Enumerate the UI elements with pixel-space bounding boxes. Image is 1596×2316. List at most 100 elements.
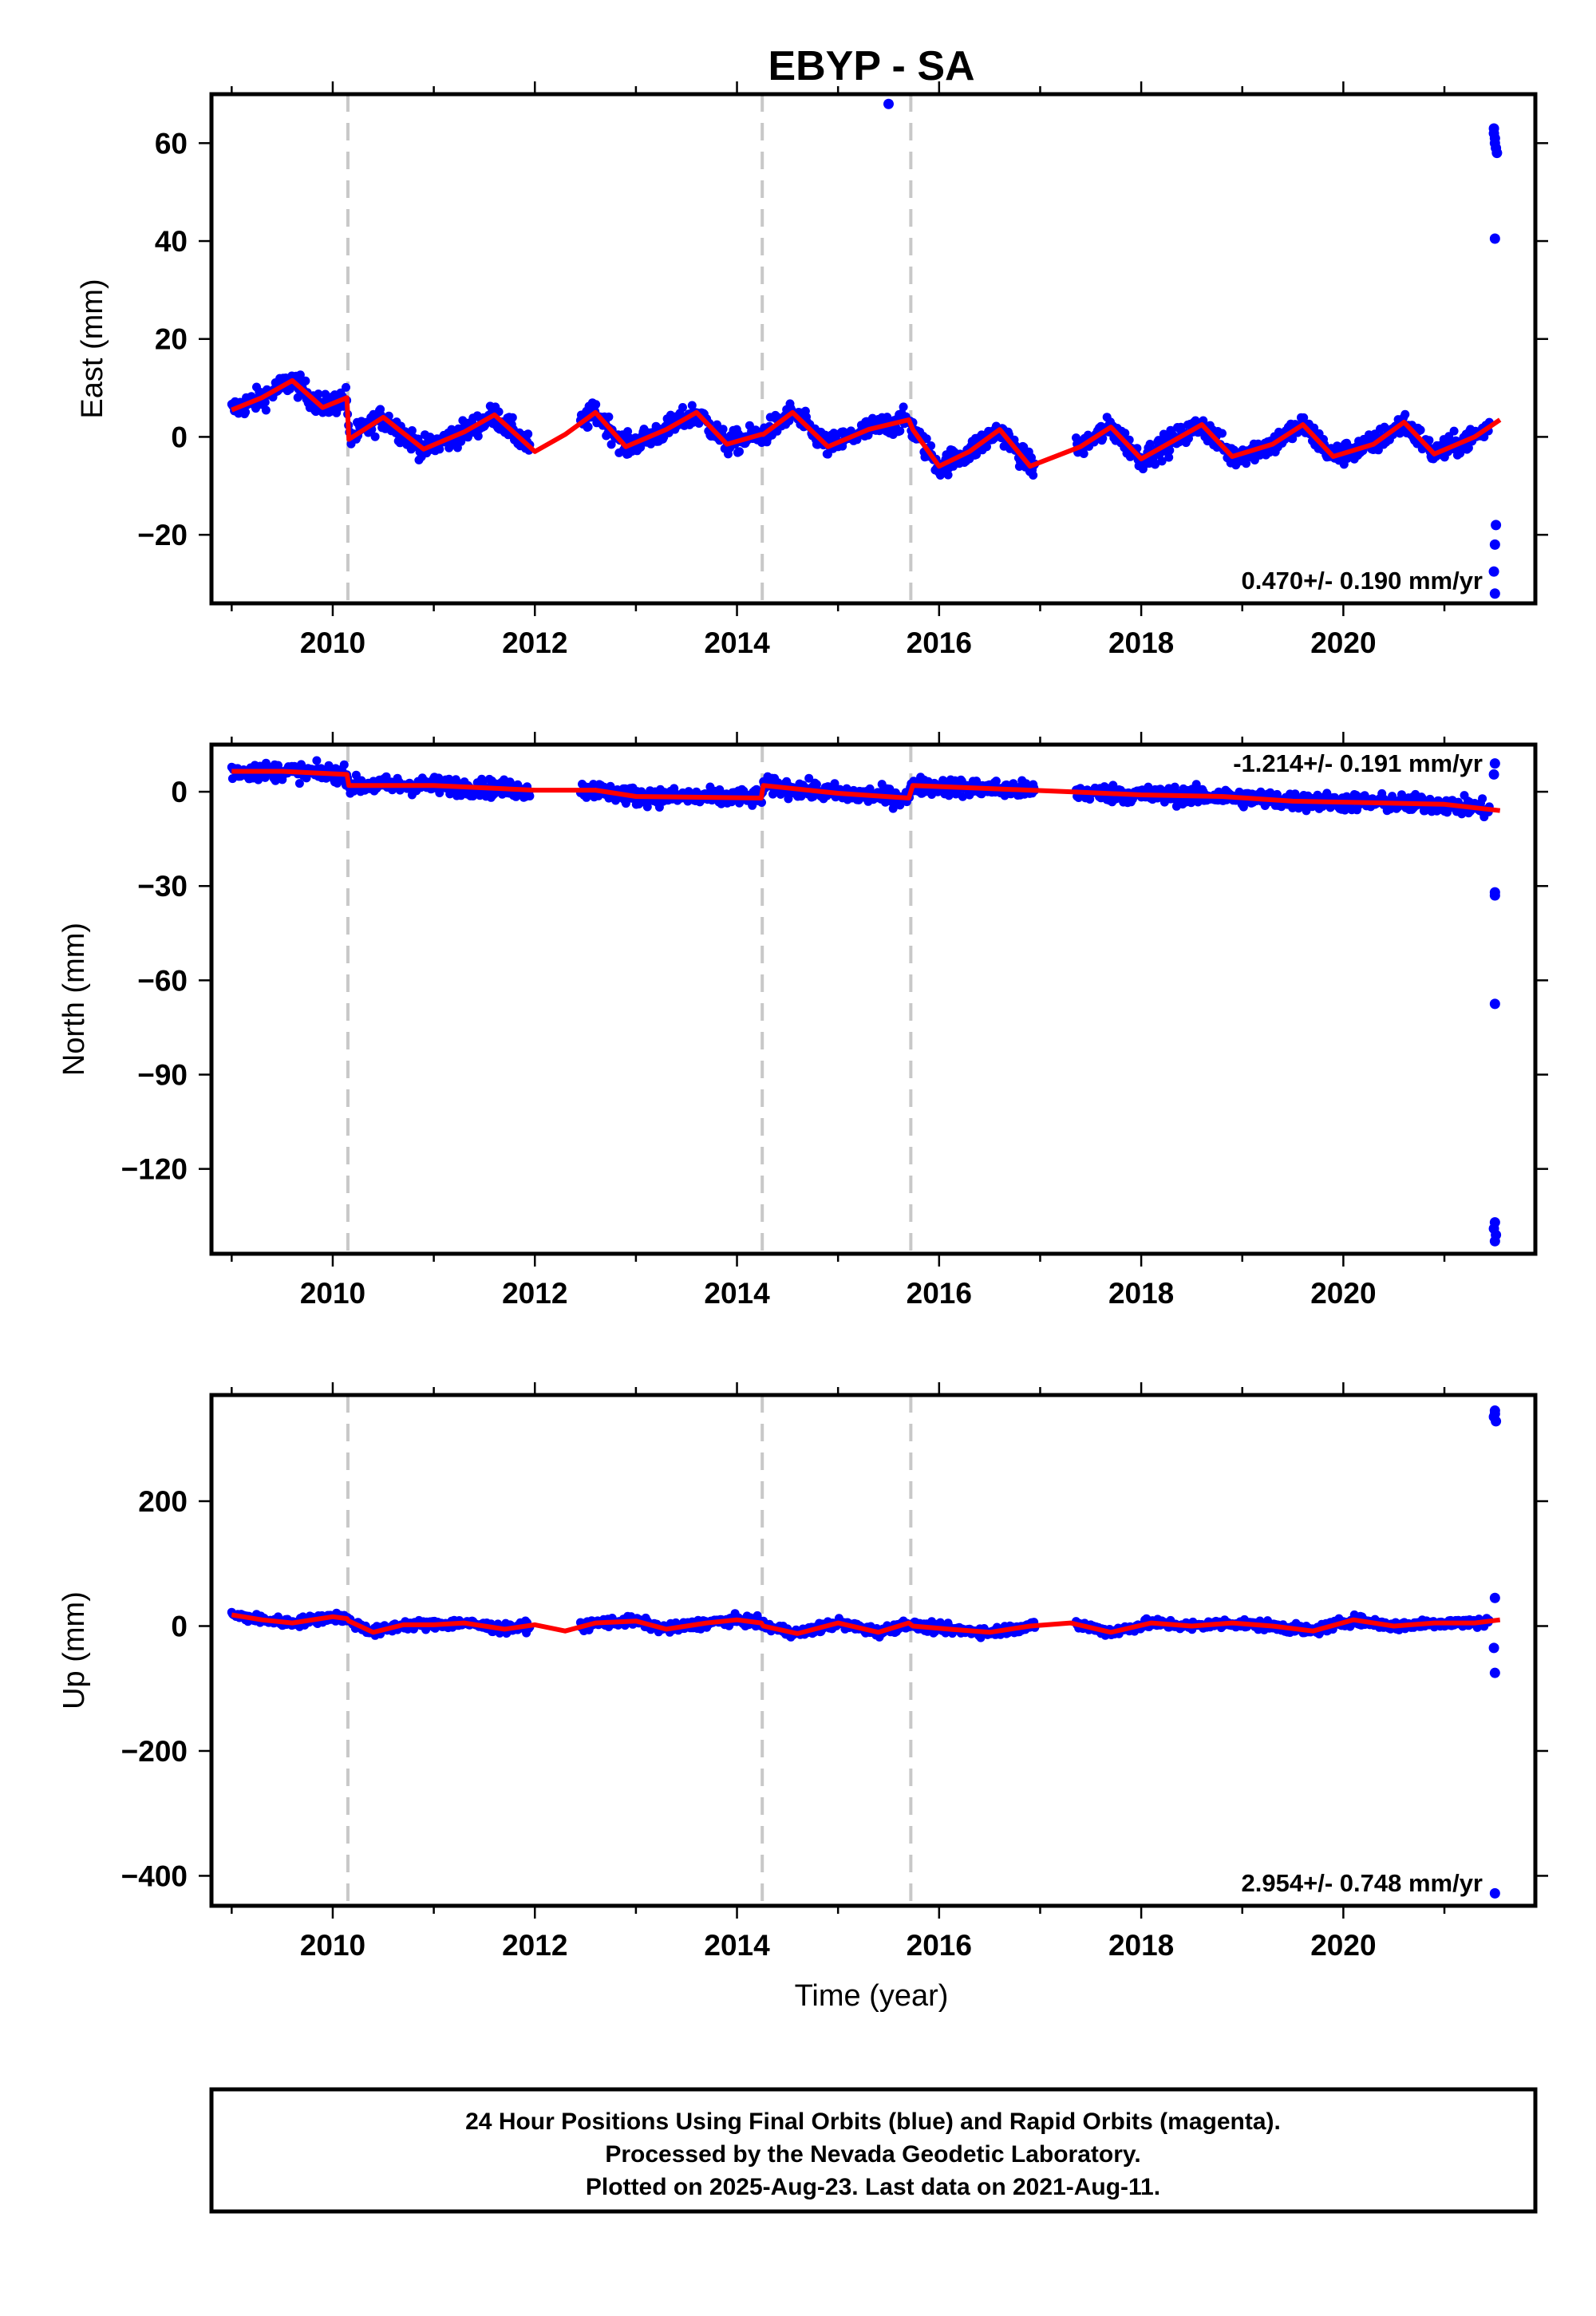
data-point [314, 389, 323, 399]
data-point [444, 443, 454, 453]
outlier-point [1489, 1235, 1500, 1247]
y-tick-label: −90 [137, 1059, 188, 1092]
data-point [523, 429, 533, 439]
x-tick-label: 2016 [907, 1277, 972, 1310]
data-point [636, 443, 646, 452]
data-point [473, 432, 483, 441]
data-point [339, 760, 349, 769]
plot-frame [209, 742, 1538, 1256]
data-point [1218, 429, 1227, 438]
caption-line-3: Plotted on 2025-Aug-23. Last data on 202… [586, 2174, 1160, 2200]
data-point [991, 777, 1001, 786]
outlier-point [1489, 539, 1500, 550]
data-point [1238, 802, 1248, 812]
data-point [1079, 449, 1088, 458]
data-point [1165, 445, 1175, 455]
data-point [241, 407, 251, 417]
y-axis-label: North (mm) [57, 923, 91, 1076]
data-point [295, 370, 305, 380]
data-point [294, 779, 304, 788]
data-point [1029, 471, 1038, 480]
data-point [1157, 456, 1167, 466]
data-point [1145, 440, 1155, 449]
x-tick-label: 2020 [1310, 626, 1376, 659]
data-point [888, 804, 898, 813]
velocity-rate-label: 0.470+/- 0.190 mm/yr [1242, 567, 1483, 595]
data-point [958, 792, 967, 801]
x-tick-label: 2014 [704, 1277, 770, 1310]
data-point [591, 400, 601, 409]
y-tick-label: −200 [121, 1735, 188, 1768]
outlier-point [1488, 128, 1499, 139]
data-point [623, 427, 633, 437]
caption-box: 24 Hour Positions Using Final Orbits (bl… [209, 2087, 1538, 2214]
data-point [830, 779, 839, 788]
model-fit-line [231, 1612, 1501, 1636]
y-axis-label: Up (mm) [57, 1591, 91, 1709]
x-tick-label: 2018 [1108, 1929, 1174, 1962]
y-tick-label: −400 [121, 1860, 188, 1892]
data-point [944, 791, 954, 800]
data-point [713, 420, 721, 429]
data-point [1170, 782, 1179, 792]
data-point [804, 773, 814, 783]
x-tick-label: 2010 [300, 1929, 365, 1962]
data-point [895, 426, 905, 436]
data-point [1120, 429, 1130, 438]
y-tick-label: −60 [137, 964, 188, 997]
outlier-point [1489, 1408, 1500, 1419]
caption-line-1: 24 Hour Positions Using Final Orbits (bl… [465, 2109, 1281, 2135]
x-tick-label: 2012 [502, 1929, 567, 1962]
data-point [1164, 453, 1174, 462]
outlier-point [1489, 758, 1500, 769]
data-point [606, 440, 616, 449]
y-tick-label: 0 [171, 776, 188, 808]
y-tick-label: −120 [121, 1153, 188, 1186]
caption-line-2: Processed by the Nevada Geodetic Laborat… [605, 2141, 1140, 2168]
plot-frame [209, 1393, 1538, 1908]
data-point [1151, 460, 1159, 469]
outlier-point [1489, 1217, 1500, 1228]
data-point [1416, 425, 1425, 435]
x-tick-label: 2020 [1310, 1277, 1376, 1310]
data-point [1464, 443, 1473, 453]
data-point [718, 425, 728, 434]
panel-up: 2010 2012 2014 2016 2018 2020 −400 −200 0 200 Up (… [57, 1382, 1548, 1962]
outlier-point [1489, 1592, 1500, 1603]
x-tick-label: 2010 [300, 1277, 365, 1310]
x-tick-label: 2016 [907, 626, 972, 659]
panel-north: 2010 2012 2014 2016 2018 2020 −120 −90 −60 −30 0 No… [57, 732, 1548, 1310]
y-tick-label: 60 [155, 127, 188, 160]
data-point [604, 412, 614, 421]
data-point [508, 413, 517, 422]
x-tick-label: 2020 [1310, 1929, 1376, 1962]
data-point [1478, 794, 1487, 804]
data-point [621, 799, 630, 808]
y-tick-label: 200 [138, 1485, 188, 1518]
data-point [982, 442, 991, 452]
model-fit-line [231, 769, 1501, 813]
x-tick-label: 2018 [1108, 1277, 1174, 1310]
caption-frame [209, 2087, 1538, 2214]
data-point [260, 397, 270, 407]
outlier-point [1489, 233, 1500, 244]
outlier-point [1491, 148, 1503, 159]
data-point [301, 376, 310, 385]
data-point [687, 401, 697, 410]
velocity-rate-label: -1.214+/- 0.191 mm/yr [1233, 749, 1483, 777]
x-tick-label: 2012 [502, 1277, 567, 1310]
data-point [1288, 434, 1298, 444]
data-point [1424, 436, 1434, 445]
y-tick-label: 0 [171, 1610, 188, 1642]
data-point [261, 405, 271, 415]
x-tick-label: 2012 [502, 626, 567, 659]
outlier-point [1491, 520, 1502, 531]
data-point [899, 402, 908, 412]
panel-east: 2010 2012 2014 2016 2018 2020 −20 0 20 40 60 East (… [76, 81, 1548, 659]
x-tick-label: 2018 [1108, 626, 1174, 659]
y-tick-label: −30 [137, 870, 188, 903]
y-axis-label: East (mm) [76, 279, 109, 418]
y-tick-label: −20 [137, 519, 188, 551]
data-point [583, 422, 593, 432]
data-point [342, 382, 350, 392]
